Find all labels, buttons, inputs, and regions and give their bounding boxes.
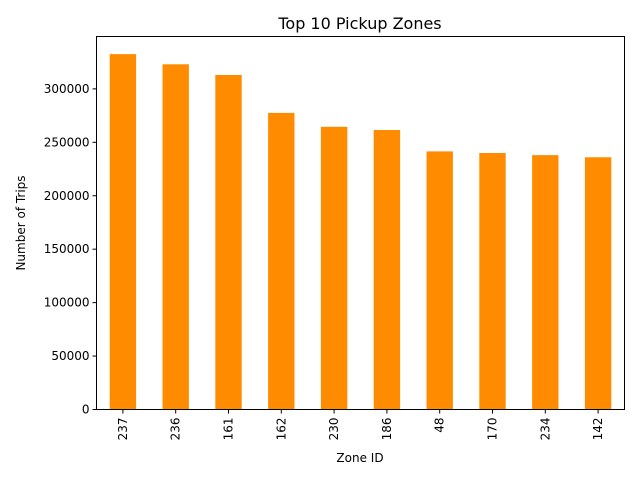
- bar-142: [584, 157, 612, 410]
- x-tick-label-48: 48: [433, 418, 447, 433]
- y-tick-label-200000: 200000: [44, 189, 90, 203]
- x-axis: 237 236 161 162 230 186 48 170 234 142: [116, 409, 605, 441]
- plot-frame: [96, 36, 625, 410]
- x-tick-label-234: 234: [538, 418, 552, 441]
- y-tick-label-0: 0: [82, 403, 90, 417]
- bar-170: [479, 153, 506, 410]
- x-tick-label-236: 236: [169, 418, 183, 441]
- bar-186: [373, 130, 401, 410]
- x-tick-label-186: 186: [380, 418, 394, 441]
- y-tick-label-50000: 50000: [51, 349, 89, 363]
- bar-234: [532, 155, 559, 410]
- x-tick-label-230: 230: [327, 418, 341, 441]
- x-axis-label: Zone ID: [336, 451, 383, 465]
- x-tick-label-237: 237: [116, 418, 130, 441]
- chart-title: Top 10 Pickup Zones: [277, 14, 441, 33]
- bar-162: [268, 112, 295, 410]
- y-axis: 0 50000 100000 150000 200000 250000 300000: [44, 82, 97, 417]
- y-tick-label-150000: 150000: [44, 242, 90, 256]
- y-tick-label-100000: 100000: [44, 296, 90, 310]
- bar-161: [215, 74, 242, 410]
- bar-236: [162, 64, 189, 410]
- x-tick-label-162: 162: [274, 418, 288, 441]
- y-axis-label: Number of Trips: [14, 175, 28, 270]
- y-tick-label-250000: 250000: [44, 135, 90, 149]
- x-tick-label-161: 161: [222, 418, 236, 441]
- bar-48: [426, 151, 453, 410]
- y-tick-label-300000: 300000: [44, 82, 90, 96]
- bars-group: [109, 54, 612, 410]
- bar-230: [320, 126, 348, 410]
- x-tick-label-170: 170: [486, 418, 500, 441]
- bar-237: [109, 54, 137, 410]
- x-tick-label-142: 142: [591, 418, 605, 441]
